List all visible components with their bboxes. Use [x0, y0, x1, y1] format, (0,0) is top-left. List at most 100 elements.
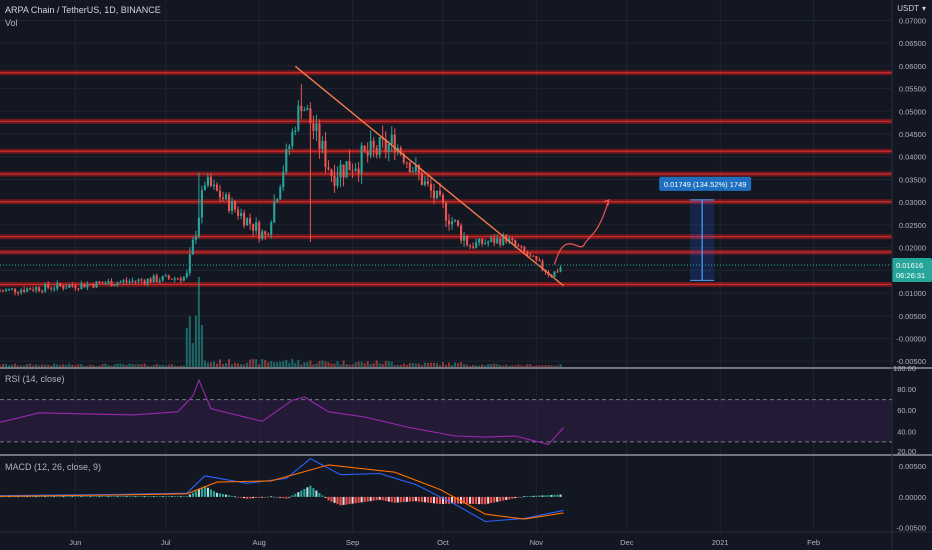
macd-hist-bar-44	[131, 496, 134, 498]
macd-hist-bar-136	[408, 496, 411, 502]
volume-bar-109	[327, 362, 330, 367]
volume-bar-78	[233, 362, 237, 367]
macd-hist-bar-88	[264, 496, 267, 498]
macd-hist-bar-76	[227, 495, 231, 497]
macd-hist-bar-57	[170, 496, 173, 498]
rsi-tick-4: 20.00	[897, 447, 916, 456]
volume-bar-60	[179, 365, 182, 367]
candle-body-47	[140, 279, 143, 281]
macd-hist-bar-6	[17, 496, 20, 498]
volume-bar-58	[173, 365, 176, 367]
time-tick-8: Feb	[807, 538, 820, 547]
candle-body-85	[255, 222, 258, 231]
macd-hist-bar-181	[544, 495, 547, 497]
macd-hist-bar-7	[20, 496, 23, 498]
macd-hist-bar-39	[116, 496, 119, 498]
candle-body-166	[499, 238, 502, 245]
volume-bar-87	[261, 359, 264, 367]
volume-bar-26	[77, 364, 80, 367]
macd-hist-bar-41	[122, 496, 125, 498]
volume-bar-168	[505, 364, 508, 367]
candle-body-103	[309, 108, 312, 124]
macd-histogram	[0, 485, 562, 506]
candle-body-91	[273, 201, 276, 223]
candle-body-175	[526, 251, 529, 256]
projection-arrowhead	[603, 198, 610, 206]
macd-hist-bar-56	[167, 496, 170, 498]
macd-hist-bar-122	[366, 496, 369, 502]
time-tick-5: Nov	[530, 538, 544, 547]
macd-hist-bar-163	[490, 496, 493, 504]
candle-body-172	[517, 245, 520, 247]
macd-hist-bar-150	[450, 496, 454, 504]
candle-body-28	[83, 283, 86, 288]
price-tick-14: -0.00000	[896, 334, 926, 343]
volume-bar-95	[285, 359, 288, 367]
volume-bar-149	[447, 362, 451, 367]
time-tick-4: Oct	[437, 538, 450, 547]
candle-body-48	[143, 280, 146, 284]
volume-bar-147	[441, 362, 445, 367]
macd-hist-bar-84	[252, 496, 255, 499]
volume-bar-81	[243, 364, 246, 367]
volume-bar-185	[556, 365, 559, 367]
candle-body-100	[300, 105, 303, 111]
volume-bar-128	[384, 360, 387, 367]
volume-bar-5	[14, 363, 17, 367]
rsi-tick-3: 40.00	[897, 427, 916, 436]
candle-body-101	[303, 110, 306, 112]
candle-body-56	[167, 275, 170, 279]
volume-bar-111	[333, 363, 336, 367]
volume-bar-89	[267, 362, 270, 367]
volume-bar-19	[56, 364, 59, 367]
macd-hist-bar-15	[44, 496, 47, 498]
volume-bar-148	[444, 364, 448, 367]
candle-body-12	[35, 287, 38, 291]
candle-body-32	[95, 281, 98, 288]
macd-hist-bar-175	[526, 496, 529, 497]
macd-hist-bar-152	[456, 496, 460, 504]
candle-body-143	[429, 183, 432, 191]
macd-hist-bar-38	[113, 496, 116, 498]
volume-bar-172	[517, 364, 520, 367]
candle-body-147	[441, 194, 445, 203]
candle-body-1	[1, 290, 5, 292]
volume-bar-48	[143, 363, 146, 367]
macd-hist-bar-40	[119, 496, 122, 498]
volume-bar-169	[508, 365, 511, 367]
symbol-title: ARPA Chain / TetherUS, 1D, BINANCE	[5, 5, 161, 15]
macd-hist-bar-116	[348, 496, 351, 505]
candle-body-146	[438, 190, 442, 195]
volume-bar-166	[499, 365, 502, 367]
volume-bar-175	[526, 364, 529, 367]
candle-body-90	[270, 222, 273, 235]
currency-selector[interactable]: USDT ▾	[894, 4, 926, 13]
candle-body-40	[119, 281, 122, 283]
macd-hist-bar-106	[318, 493, 321, 497]
macd-hist-bar-146	[438, 496, 442, 505]
volume-bar-45	[134, 364, 137, 367]
candle-body-61	[182, 277, 185, 281]
candle-body-171	[514, 240, 517, 246]
macd-hist-bar-18	[53, 496, 56, 498]
macd-hist-bar-31	[92, 496, 95, 498]
volume-bar-120	[360, 361, 363, 367]
volume-bar-28	[83, 365, 86, 367]
volume-bar-11	[32, 365, 35, 367]
volume-bar-178	[535, 365, 538, 367]
volume-bar-15	[44, 364, 47, 367]
macd-hist-bar-156	[469, 496, 472, 504]
candle-body-81	[243, 213, 246, 226]
candle-body-18	[53, 288, 56, 290]
volume-bar-20	[59, 365, 62, 367]
volume-bar-31	[92, 365, 95, 367]
volume-bar-154	[463, 364, 466, 367]
candle-body-170	[511, 238, 514, 241]
macd-hist-bar-65	[194, 491, 197, 497]
macd-hist-bar-125	[375, 496, 378, 501]
candle-body-135	[405, 162, 408, 164]
volume-bar-183	[550, 365, 553, 367]
candle-body-8	[23, 289, 26, 292]
